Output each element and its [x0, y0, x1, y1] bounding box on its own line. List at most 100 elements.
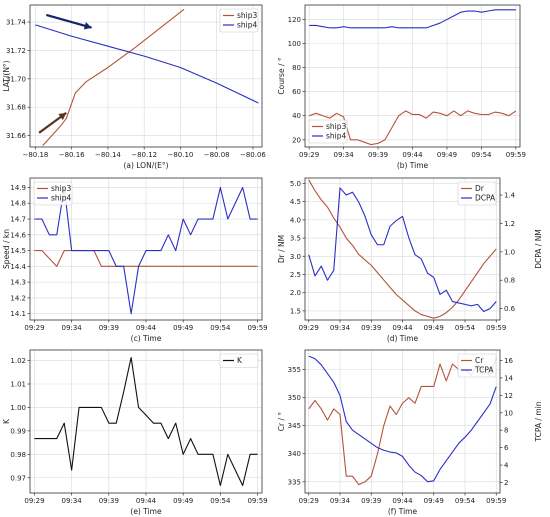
x-tick-label: 09:59: [247, 497, 267, 505]
x-tick-label: 09:54: [471, 151, 492, 159]
y-tick-label: 1.5: [290, 307, 301, 315]
y-tick-label: 0.99: [10, 427, 26, 435]
legend-box: [457, 353, 497, 378]
x-axis-label: (e) Time: [130, 507, 162, 516]
y-axis-label: Course / °: [277, 57, 286, 94]
y-tick-label: 1.02: [10, 357, 26, 365]
x-tick-label: 09:34: [62, 324, 83, 332]
y2-axis-label: TCPA / min: [534, 401, 543, 442]
y-tick-label: 14.6: [10, 231, 26, 239]
legend-box: [308, 119, 348, 144]
y-tick-label: 4.5: [290, 198, 301, 206]
y-tick-label: 100: [288, 40, 301, 48]
x-tick-label: 09:49: [173, 324, 193, 332]
y-tick-label: 14.9: [10, 184, 26, 192]
legend-box: [33, 181, 73, 206]
y-tick-label: 31.68: [6, 104, 26, 112]
y-tick-label: 31.72: [6, 47, 26, 55]
legend-label: ship3: [51, 184, 72, 193]
axes-frame: [29, 177, 263, 321]
x-tick-label: 09:39: [361, 497, 381, 505]
series-line-ship4: [35, 24, 259, 104]
legend-label: ship4: [51, 194, 72, 203]
series-line-ship4: [34, 186, 258, 315]
x-tick-label: −80.06: [240, 151, 266, 159]
y-tick-label: 0.97: [10, 474, 26, 482]
y2-tick-label: 4: [504, 462, 509, 470]
x-tick-label: 09:34: [330, 497, 351, 505]
y-tick-label: 60: [292, 88, 301, 96]
panel-c: 09:29 09:34 09:39 09:44 09:49 09:54 09:59 14.1 1…: [2, 177, 268, 343]
x-tick-label: 09:39: [99, 324, 119, 332]
x-tick-label: 09:29: [299, 151, 319, 159]
x-tick-label: 09:59: [506, 151, 526, 159]
y-tick-label: 14.2: [10, 294, 26, 302]
y-tick-label: 1.00: [10, 404, 26, 412]
x-tick-label: 09:29: [24, 324, 44, 332]
legend-label: ship4: [326, 132, 347, 141]
series-line-dcpa: [308, 187, 497, 313]
y-tick-label: 31.70: [6, 75, 26, 83]
y-tick-label: 2.5: [290, 271, 301, 279]
axes-frame: [304, 177, 501, 321]
y-tick-label: 3.0: [290, 253, 301, 261]
series-line-ship3: [42, 8, 185, 146]
series-line-ship3: [308, 110, 517, 146]
x-tick-label: 09:29: [299, 497, 319, 505]
y-tick-label: 120: [288, 16, 301, 24]
y2-tick-label: 12: [504, 392, 513, 400]
x-axis-label: (d) Time: [387, 334, 419, 343]
legend-box: [457, 181, 497, 206]
y-axis-label: LAT/(N°): [2, 60, 11, 91]
x-tick-label: 09:44: [392, 324, 413, 332]
y-tick-label: 350: [288, 394, 301, 402]
y2-tick-label: 8: [504, 427, 508, 435]
axes-frame: [29, 4, 263, 148]
y2-axis-label: DCPA / NM: [534, 229, 543, 269]
y2-tick-label: 0.8: [504, 277, 515, 285]
y2-tick-label: 0.6: [504, 305, 516, 313]
x-tick-label: 09:39: [99, 497, 119, 505]
y-tick-label: 40: [292, 112, 301, 120]
x-tick-label: 09:29: [299, 324, 319, 332]
legend: K: [219, 353, 259, 368]
y2-tick-label: 14: [504, 374, 513, 382]
y-tick-label: 14.7: [10, 216, 26, 224]
series-line-ship4: [309, 9, 516, 29]
y2-tick-label: 1.2: [504, 220, 515, 228]
x-tick-label: 09:39: [368, 151, 388, 159]
x-tick-label: 09:44: [136, 324, 157, 332]
legend-label: ship3: [237, 11, 258, 20]
y2-tick-label: 10: [504, 409, 513, 417]
x-tick-label: −80.08: [204, 151, 230, 159]
y-axis-label: Speed / kn: [2, 229, 11, 269]
y2-tick-label: 16: [504, 357, 513, 365]
x-tick-label: 09:44: [402, 151, 423, 159]
y-tick-label: 14.3: [10, 279, 26, 287]
y-tick-label: 14.4: [10, 263, 26, 271]
series-line-k: [34, 356, 258, 487]
y2-tick-label: 1.4: [504, 192, 516, 200]
y-tick-label: 355: [288, 366, 301, 374]
y-tick-label: 4.0: [290, 216, 301, 224]
panel-e: 09:29 09:34 09:39 09:44 09:49 09:54 09:59 0.97 0…: [2, 349, 268, 516]
y2-tick-label: 2: [504, 479, 508, 487]
x-axis-label: (f) Time: [388, 507, 418, 516]
x-tick-label: −80.14: [95, 151, 121, 159]
y-tick-label: 2.0: [290, 289, 301, 297]
y-tick-label: 1.01: [10, 380, 26, 388]
x-tick-label: 09:44: [136, 497, 157, 505]
y-axis-label: Dr / NM: [277, 235, 286, 263]
y2-tick-label: 1.0: [504, 248, 515, 256]
y-tick-label: 0.98: [10, 451, 26, 459]
legend-label: K: [237, 356, 243, 365]
legend-box: [219, 353, 259, 368]
x-axis-label: (b) Time: [397, 161, 429, 170]
x-tick-label: 09:49: [424, 497, 444, 505]
x-tick-label: 09:54: [455, 324, 476, 332]
axes-frame: [304, 349, 501, 494]
y-tick-label: 340: [288, 450, 301, 458]
